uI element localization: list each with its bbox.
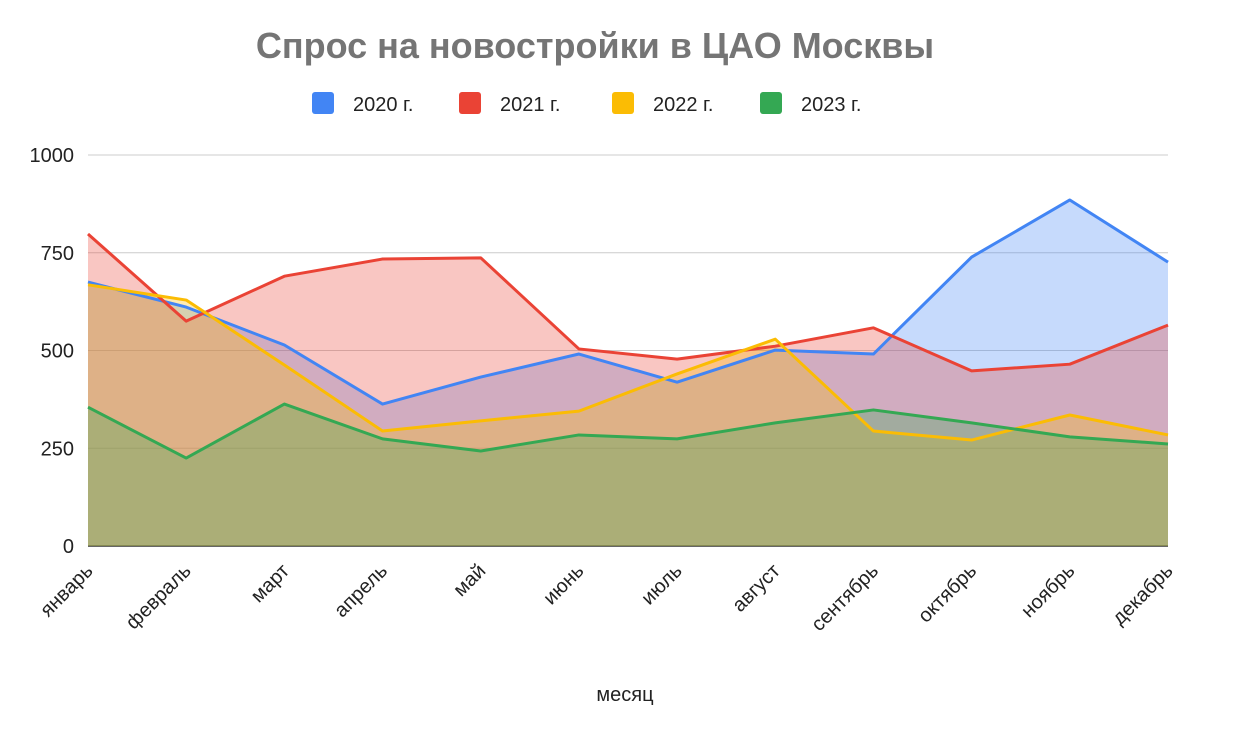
x-tick-label: декабрь	[1108, 560, 1177, 629]
x-axis-ticks: январь февраль март апрель май июнь июль август…	[36, 560, 1177, 636]
legend-label: 2022 г.	[653, 94, 713, 116]
legend-swatch	[760, 92, 782, 114]
legend-label: 2020 г.	[353, 94, 413, 116]
x-tick-label: сентябрь	[807, 560, 883, 636]
chart-title: Спрос на новостройки в ЦАО Москвы	[256, 25, 934, 66]
x-tick-label: март	[247, 560, 294, 607]
line-2021	[87, 232, 1169, 373]
y-tick-label: 250	[41, 438, 74, 460]
gridlines: 0 250 500 750 1000	[30, 145, 1168, 558]
x-tick-label: ноябрь	[1017, 560, 1079, 622]
x-tick-label: февраль	[122, 560, 196, 634]
area-2023	[88, 404, 1168, 546]
x-tick-label: август	[728, 560, 785, 617]
series-lines	[87, 198, 1169, 460]
line-2023	[87, 402, 1169, 460]
y-tick-label: 1000	[30, 145, 75, 167]
y-tick-label: 0	[63, 536, 74, 558]
x-tick-label: июль	[637, 560, 686, 609]
line-2020	[87, 198, 1169, 406]
x-tick-label: май	[449, 560, 490, 601]
y-tick-label: 500	[41, 341, 74, 363]
x-tick-label: октябрь	[914, 560, 981, 627]
area-2022	[88, 284, 1168, 546]
area-2021	[88, 233, 1168, 546]
legend-swatch	[459, 92, 481, 114]
x-tick-label: январь	[36, 560, 97, 621]
x-tick-label: июнь	[539, 560, 588, 609]
legend: 2020 г. 2021 г. 2022 г. 2023 г.	[312, 92, 861, 116]
x-tick-label: апрель	[330, 560, 392, 622]
legend-label: 2021 г.	[500, 94, 560, 116]
series-areas	[88, 199, 1168, 546]
y-tick-label: 750	[41, 243, 74, 265]
area-2020	[88, 199, 1168, 546]
x-axis-label: месяц	[596, 684, 653, 706]
line-2022	[87, 283, 1169, 442]
legend-swatch	[612, 92, 634, 114]
legend-swatch	[312, 92, 334, 114]
legend-label: 2023 г.	[801, 94, 861, 116]
